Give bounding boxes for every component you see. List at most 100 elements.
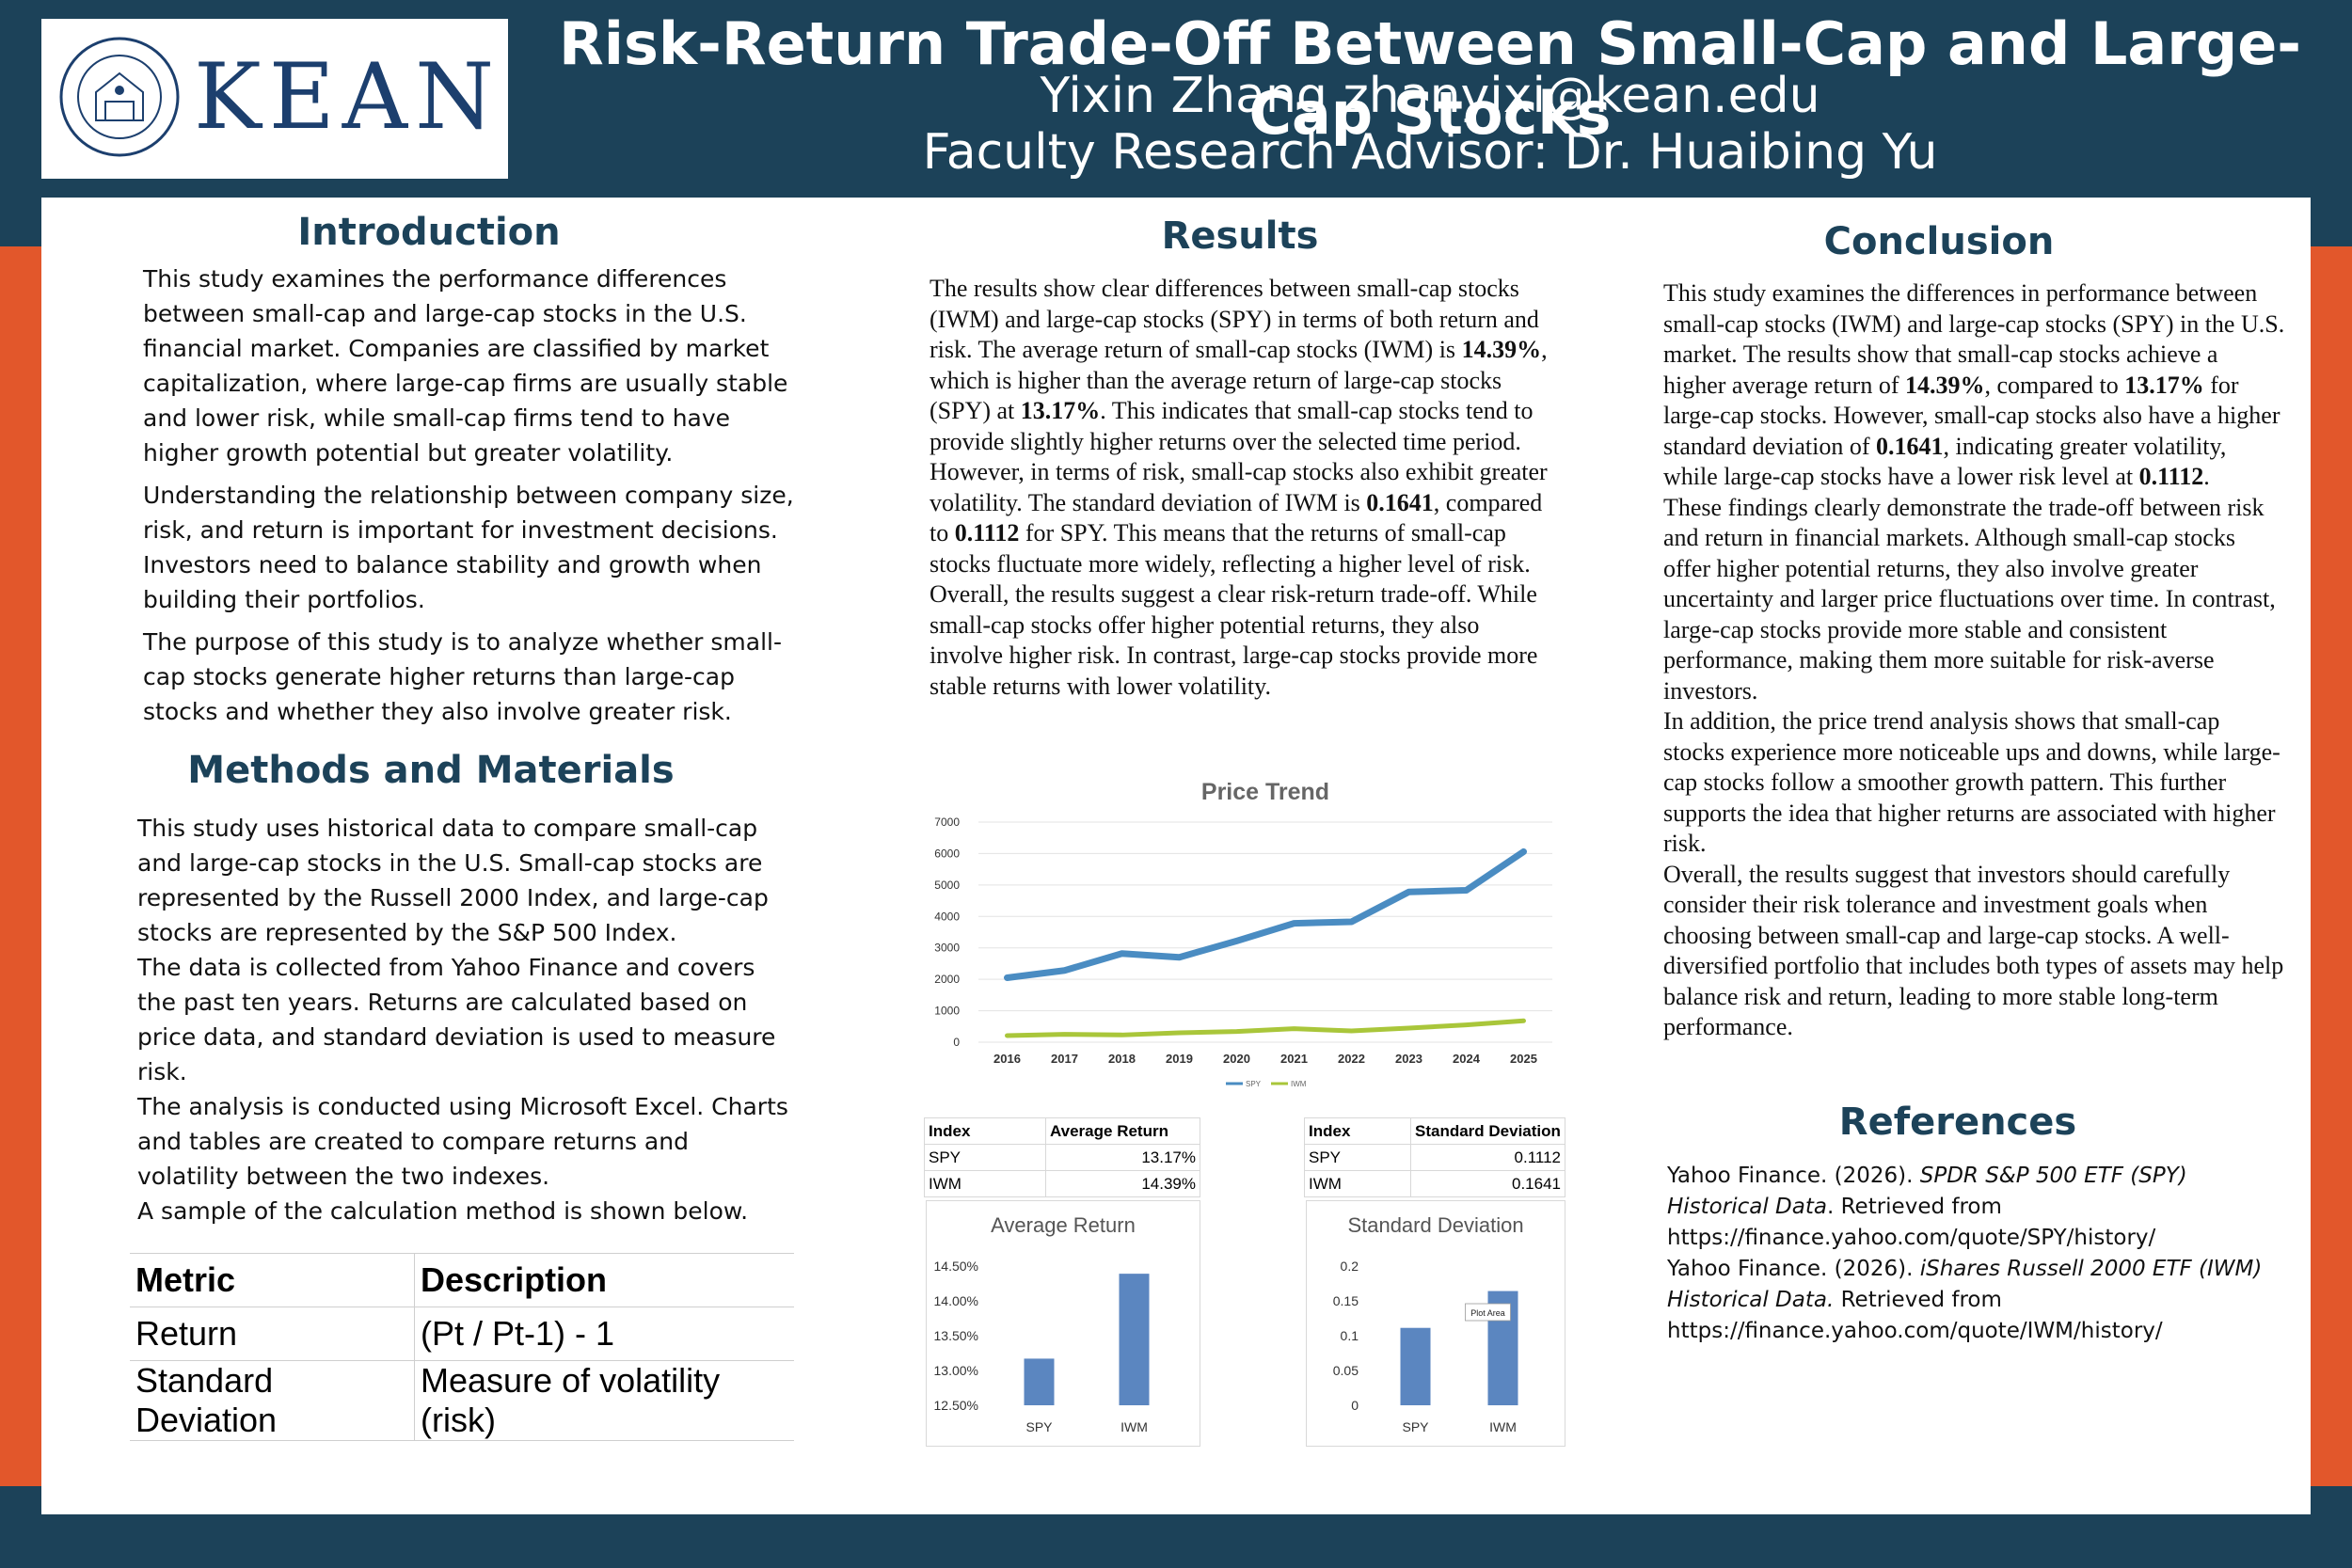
x-tick-label: SPY — [1025, 1419, 1053, 1434]
table-cell: IWM — [924, 1170, 1046, 1197]
x-tick-label: SPY — [1402, 1419, 1429, 1434]
table-cell: 0.1112 — [1410, 1144, 1565, 1171]
table-cell: SPY — [1304, 1144, 1411, 1171]
series-line-iwm — [1005, 1018, 1526, 1038]
conclusion-heading: Conclusion — [1823, 220, 2055, 263]
y-tick-label: 0.1 — [1341, 1328, 1359, 1343]
table-cell: Measure of volatility (risk) — [414, 1360, 794, 1441]
reference-item: Yahoo Finance. (2026). SPDR S&P 500 ETF … — [1667, 1164, 2187, 1250]
methods-line-1: This study uses historical data to compa… — [137, 815, 769, 946]
price-trend-chart: Price Trend 7000 6000 5000 4000 3000 2000 1000 0… — [934, 779, 1552, 1088]
results-paragraph-3: Overall, the results suggest a clear ris… — [930, 580, 1538, 700]
table-row: Return (Pt / Pt-1) - 1 — [130, 1307, 794, 1361]
y-tick-label: 5000 — [934, 879, 960, 892]
left-accent-band — [0, 246, 41, 1486]
table-row: IWM 0.1641 — [1304, 1170, 1565, 1197]
bar-iwm — [1119, 1274, 1150, 1405]
reference-url[interactable]: https://finance.yahoo.com/quote/SPY/hist… — [1667, 1226, 2156, 1250]
author-line: Yixin Zhang zhanyixi@kean.edu — [1040, 68, 1820, 124]
reference-item: Yahoo Finance. (2026). iShares Russell 2… — [1667, 1257, 2263, 1343]
poster-title: Risk-Return Trade-Off Between Small-Cap … — [558, 9, 2301, 148]
x-tick-label: 2017 — [1051, 1052, 1078, 1066]
x-tick-label: IWM — [1489, 1419, 1517, 1434]
table-cell: IWM — [1304, 1170, 1411, 1197]
table-header-cell: Index — [1304, 1117, 1411, 1145]
x-tick-label: 2016 — [993, 1052, 1021, 1066]
introduction-heading: Introduction — [297, 211, 561, 254]
x-tick-label: 2023 — [1395, 1052, 1422, 1066]
table-cell: SPY — [924, 1144, 1046, 1171]
chart-title: Price Trend — [1201, 779, 1329, 805]
advisor-line: Faculty Research Advisor: Dr. Huaibing Y… — [922, 124, 1938, 181]
methods-body: This study uses historical data to compa… — [137, 811, 792, 1228]
calculation-table: Metric Description Return (Pt / Pt-1) - … — [130, 1253, 794, 1441]
kean-logo: KEAN — [41, 19, 508, 179]
y-tick-label: 4000 — [934, 910, 960, 923]
standard-deviation-table: Index Standard Deviation SPY 0.1112 IWM … — [1304, 1117, 1565, 1197]
x-tick-label: 2022 — [1338, 1052, 1365, 1066]
conclusion-paragraph-4: Overall, the results suggest that invest… — [1663, 860, 2284, 1041]
chart-frame — [926, 1200, 1200, 1447]
chart-title: Average Return — [991, 1213, 1136, 1237]
annotation-box — [1465, 1303, 1511, 1322]
references-list: Yahoo Finance. (2026). SPDR S&P 500 ETF … — [1667, 1161, 2288, 1347]
x-tick-label: 2025 — [1510, 1052, 1537, 1066]
y-tick-label: 14.00% — [934, 1293, 978, 1308]
series-line-spy — [1004, 847, 1527, 981]
conclusion-paragraph-1: This study examines the differences in p… — [1663, 279, 2285, 490]
table-row: Standard Deviation Measure of volatility… — [130, 1360, 794, 1441]
standard-deviation-chart: Standard Deviation 0.2 0.15 0.1 0.05 0 SPY IWM P… — [1306, 1200, 1565, 1447]
y-tick-label: 7000 — [934, 816, 960, 829]
x-tick-label: 2024 — [1453, 1052, 1481, 1066]
y-tick-label: 2000 — [934, 973, 960, 986]
y-tick-label: 13.50% — [934, 1328, 978, 1343]
y-tick-label: 0.05 — [1333, 1363, 1359, 1378]
y-tick-label: 0 — [953, 1036, 960, 1049]
methods-line-4: A sample of the calculation method is sh… — [137, 1197, 749, 1225]
x-tick-label: 2018 — [1108, 1052, 1136, 1066]
y-tick-label: 3000 — [934, 942, 960, 955]
poster-header: KEAN Risk-Return Trade-Off Between Small… — [0, 0, 2352, 198]
logo-wordmark: KEAN — [194, 44, 502, 150]
results-paragraph-1: The results show clear differences betwe… — [930, 275, 1548, 455]
table-header-cell: Index — [924, 1117, 1046, 1145]
bar-spy — [1400, 1327, 1431, 1405]
x-tick-label: 2020 — [1223, 1052, 1250, 1066]
table-cell: 13.17% — [1045, 1144, 1200, 1171]
table-row: SPY 13.17% — [924, 1144, 1200, 1171]
methods-line-3: The analysis is conducted using Microsof… — [137, 1093, 788, 1190]
table-row: IWM 14.39% — [924, 1170, 1200, 1197]
conclusion-body: This study examines the differences in p… — [1663, 278, 2286, 1043]
y-tick-label: 12.50% — [934, 1398, 978, 1413]
reference-url[interactable]: https://finance.yahoo.com/quote/IWM/hist… — [1667, 1319, 2163, 1343]
y-tick-label: 0.15 — [1333, 1293, 1359, 1308]
references-heading: References — [1838, 1101, 2077, 1144]
table-header-cell: Metric — [130, 1253, 415, 1307]
bar-spy — [1024, 1358, 1055, 1405]
introduction-paragraph-3: The purpose of this study is to analyze … — [143, 628, 783, 725]
y-tick-label: 14.50% — [934, 1259, 978, 1274]
table-header-cell: Description — [414, 1253, 794, 1307]
average-return-table: Index Average Return SPY 13.17% IWM 14.3… — [924, 1117, 1200, 1197]
methods-heading: Methods and Materials — [187, 749, 675, 792]
right-accent-band — [2311, 246, 2352, 1486]
x-tick-label: 2019 — [1166, 1052, 1193, 1066]
x-tick-label: 2021 — [1280, 1052, 1308, 1066]
table-cell: Return — [130, 1307, 415, 1361]
table-header-row: Index Average Return — [924, 1117, 1200, 1145]
average-return-chart: Average Return 14.50% 14.00% 13.50% 13.00% 12… — [926, 1200, 1200, 1447]
results-paragraph-2: However, in terms of risk, small-cap sto… — [930, 458, 1548, 578]
table-cell: 0.1641 — [1410, 1170, 1565, 1197]
y-tick-label: 0.2 — [1341, 1259, 1359, 1274]
table-row: SPY 0.1112 — [1304, 1144, 1565, 1171]
table-cell: Standard Deviation — [130, 1360, 415, 1441]
introduction-paragraph-1: This study examines the performance diff… — [143, 265, 788, 467]
y-tick-label: 13.00% — [934, 1363, 978, 1378]
x-tick-label: IWM — [1120, 1419, 1148, 1434]
table-cell: 14.39% — [1045, 1170, 1200, 1197]
legend-label: IWM — [1291, 1080, 1307, 1088]
methods-line-2: The data is collected from Yahoo Finance… — [137, 954, 776, 1085]
university-seal-icon — [59, 37, 180, 157]
table-header-cell: Standard Deviation — [1410, 1117, 1565, 1145]
table-header-cell: Average Return — [1045, 1117, 1200, 1145]
